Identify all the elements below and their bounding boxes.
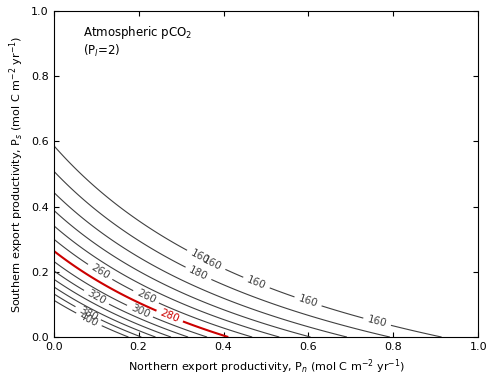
Text: 260: 260 — [135, 288, 157, 306]
Text: 160: 160 — [246, 274, 267, 291]
Text: 160: 160 — [297, 294, 319, 309]
Text: 160: 160 — [189, 248, 211, 266]
X-axis label: Northern export productivity, P$_n$ (mol C m$^{-2}$ yr$^{-1}$): Northern export productivity, P$_n$ (mol… — [127, 357, 405, 376]
Text: 320: 320 — [85, 288, 108, 307]
Text: 380: 380 — [77, 304, 99, 322]
Text: 160: 160 — [202, 254, 224, 272]
Text: 180: 180 — [187, 265, 209, 282]
Text: 260: 260 — [89, 263, 111, 282]
Text: 300: 300 — [129, 303, 151, 320]
Text: 280: 280 — [159, 308, 181, 324]
Y-axis label: Southern export productivity, P$_s$ (mol C m$^{-2}$ yr$^{-1}$): Southern export productivity, P$_s$ (mol… — [7, 35, 26, 313]
Text: Atmospheric pCO$_2$
(P$_l$=2): Atmospheric pCO$_2$ (P$_l$=2) — [83, 24, 193, 59]
Text: 400: 400 — [78, 311, 100, 328]
Text: 160: 160 — [366, 314, 388, 329]
